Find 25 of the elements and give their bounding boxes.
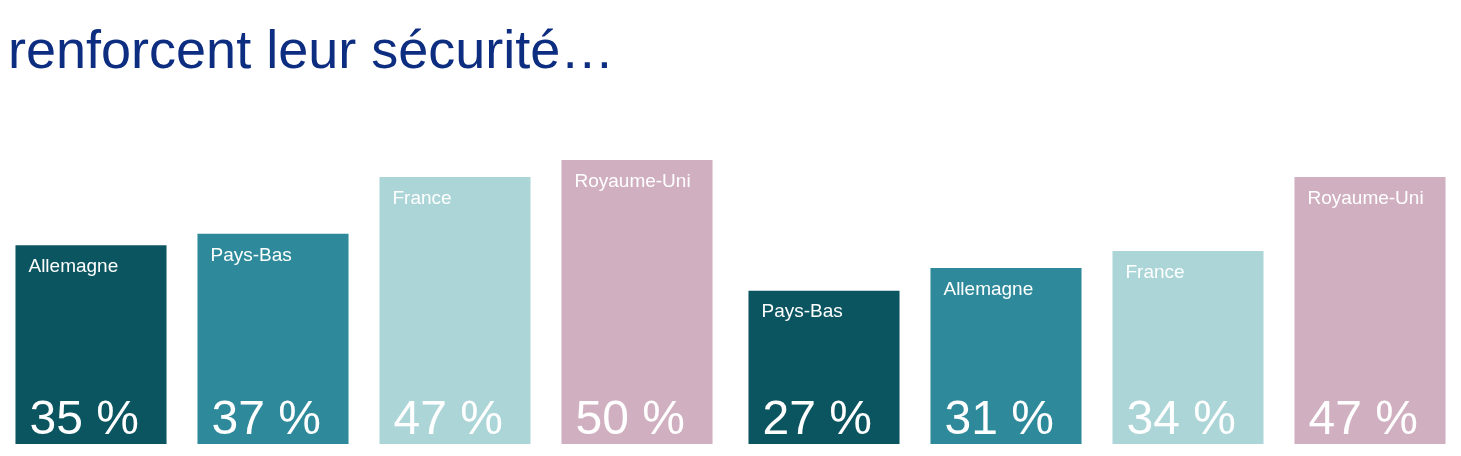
x-tick-label: Royaume-Uni xyxy=(1307,186,1424,208)
data-label: 35 % xyxy=(29,391,139,444)
bar xyxy=(15,245,167,444)
chart-title: renforcent leur sécurité… xyxy=(8,18,615,80)
x-tick-label: France xyxy=(392,186,452,208)
x-tick-label: Royaume-Uni xyxy=(574,169,691,191)
data-label: 27 % xyxy=(762,391,872,444)
data-label: 47 % xyxy=(1308,391,1418,444)
bar xyxy=(748,290,900,444)
x-tick-label: Allemagne xyxy=(943,277,1034,299)
bar xyxy=(930,267,1082,444)
data-label: 31 % xyxy=(944,391,1054,444)
data-label: 37 % xyxy=(211,391,321,444)
x-tick-label: Pays-Bas xyxy=(761,300,843,322)
bar xyxy=(197,233,349,444)
data-label: 47 % xyxy=(393,391,503,444)
data-label: 50 % xyxy=(575,391,685,444)
bar xyxy=(379,177,531,444)
bar xyxy=(1112,250,1264,444)
x-tick-label: Allemagne xyxy=(28,254,119,276)
bar xyxy=(561,160,713,444)
bar xyxy=(1294,177,1446,444)
x-tick-label: Pays-Bas xyxy=(210,243,292,265)
data-label: 34 % xyxy=(1126,391,1236,444)
x-tick-label: France xyxy=(1125,260,1185,282)
